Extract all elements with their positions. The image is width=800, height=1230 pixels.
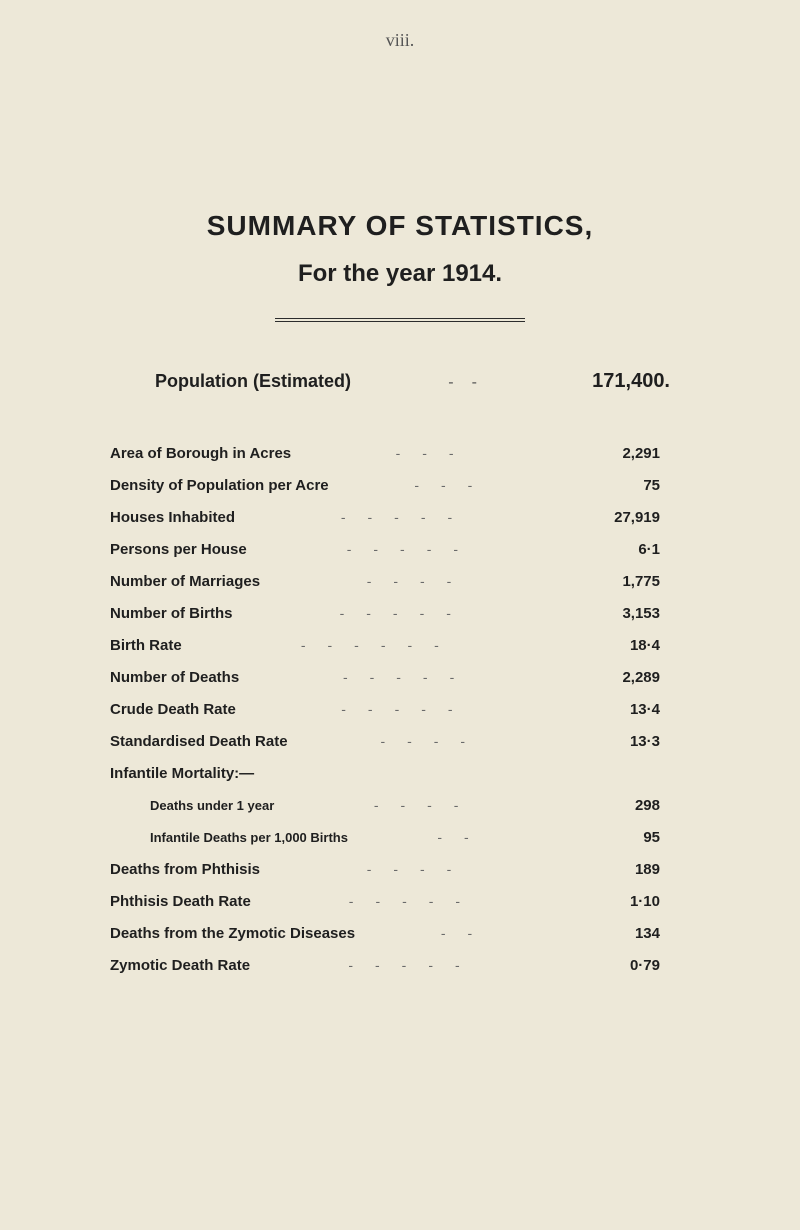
stat-row-sub: Deaths under 1 year ---- 298	[110, 797, 660, 814]
stat-label: Birth Rate	[110, 637, 182, 654]
stat-label: Density of Population per Acre	[110, 477, 329, 494]
stat-value: 0·79	[580, 957, 660, 974]
stat-row: Houses Inhabited ----- 27,919	[110, 509, 660, 526]
stat-row: Area of Borough in Acres --- 2,291	[110, 445, 660, 462]
main-title: SUMMARY OF STATISTICS,	[100, 210, 700, 242]
stat-row: Number of Deaths ----- 2,289	[110, 669, 660, 686]
stat-label: Deaths from Phthisis	[110, 861, 260, 878]
stat-value: 1,775	[580, 573, 660, 590]
stat-value: 13·3	[580, 733, 660, 750]
stat-row: Deaths from Phthisis ---- 189	[110, 861, 660, 878]
stat-row: Zymotic Death Rate ----- 0·79	[110, 957, 660, 974]
stat-value: 3,153	[580, 605, 660, 622]
stat-value: 95	[580, 829, 660, 846]
population-dashes: --	[448, 374, 495, 392]
stat-dashes: ----	[274, 797, 580, 813]
stat-dashes: --	[348, 829, 580, 845]
stat-row-sub: Infantile Deaths per 1,000 Births -- 95	[110, 829, 660, 846]
stat-label: Number of Births	[110, 605, 233, 622]
stat-row: Number of Marriages ---- 1,775	[110, 573, 660, 590]
stat-value: 2,289	[580, 669, 660, 686]
stat-value: 189	[580, 861, 660, 878]
double-rule-divider	[275, 318, 525, 322]
stat-label: Number of Marriages	[110, 573, 260, 590]
stat-row: Crude Death Rate ----- 13·4	[110, 701, 660, 718]
stat-value: 134	[580, 925, 660, 942]
stat-dashes: -----	[247, 541, 580, 557]
stats-table: Area of Borough in Acres --- 2,291 Densi…	[100, 445, 700, 974]
stat-value: 27,919	[580, 509, 660, 526]
stat-label: Area of Borough in Acres	[110, 445, 291, 462]
population-value: 171,400.	[592, 370, 670, 393]
stat-value: 75	[580, 477, 660, 494]
stat-value: 18·4	[580, 637, 660, 654]
stat-row: Standardised Death Rate ---- 13·3	[110, 733, 660, 750]
stat-row: Deaths from the Zymotic Diseases -- 134	[110, 925, 660, 942]
stat-label: Number of Deaths	[110, 669, 239, 686]
stat-label: Zymotic Death Rate	[110, 957, 250, 974]
stat-dashes: -----	[251, 893, 580, 909]
population-row: Population (Estimated) -- 171,400.	[100, 370, 700, 393]
stat-label: Phthisis Death Rate	[110, 893, 251, 910]
stat-dashes: ------	[182, 637, 580, 653]
stat-value: 2,291	[580, 445, 660, 462]
stat-row: Density of Population per Acre --- 75	[110, 477, 660, 494]
stat-label: Houses Inhabited	[110, 509, 235, 526]
stat-value: 6·1	[580, 541, 660, 558]
stat-dashes: -----	[235, 509, 580, 525]
main-content: SUMMARY OF STATISTICS, For the year 1914…	[100, 210, 700, 989]
stat-row: Number of Births ----- 3,153	[110, 605, 660, 622]
stat-dashes: -----	[236, 701, 580, 717]
subtitle: For the year 1914.	[100, 260, 700, 288]
stat-row: Phthisis Death Rate ----- 1·10	[110, 893, 660, 910]
stat-label: Crude Death Rate	[110, 701, 236, 718]
stat-dashes: ----	[260, 573, 580, 589]
infantile-heading: Infantile Mortality:—	[110, 765, 660, 782]
stat-dashes: ---	[291, 445, 580, 461]
stat-value: 298	[580, 797, 660, 814]
stat-row: Birth Rate ------ 18·4	[110, 637, 660, 654]
stat-dashes: --	[355, 925, 580, 941]
stat-dashes: -----	[250, 957, 580, 973]
stat-label: Deaths under 1 year	[150, 798, 274, 813]
stat-label: Infantile Deaths per 1,000 Births	[150, 830, 348, 845]
stat-value: 1·10	[580, 893, 660, 910]
stat-label: Deaths from the Zymotic Diseases	[110, 925, 355, 942]
page-number: viii.	[386, 30, 415, 51]
stat-label: Standardised Death Rate	[110, 733, 288, 750]
stat-dashes: ----	[260, 861, 580, 877]
population-label: Population (Estimated)	[155, 371, 351, 392]
stat-dashes: ----	[288, 733, 580, 749]
stat-label: Persons per House	[110, 541, 247, 558]
stat-dashes: -----	[239, 669, 580, 685]
divider-container	[100, 318, 700, 322]
stat-dashes: -----	[233, 605, 580, 621]
stat-row: Persons per House ----- 6·1	[110, 541, 660, 558]
stat-value: 13·4	[580, 701, 660, 718]
stat-dashes: ---	[329, 477, 580, 493]
